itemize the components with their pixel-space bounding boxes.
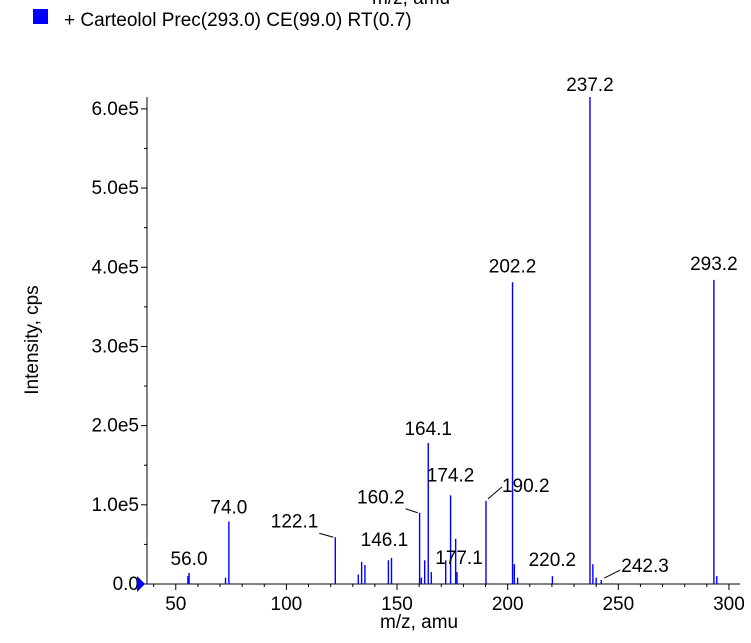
- peak-label: 122.1: [271, 511, 319, 532]
- y-tick-label: 4.0e5: [91, 257, 139, 278]
- y-tick-label: 1.0e5: [91, 495, 139, 516]
- x-axis-title: m/z, amu: [380, 612, 459, 633]
- peak-label: 164.1: [404, 419, 452, 440]
- peak-label: 160.2: [357, 488, 405, 509]
- peak-label-leader: [604, 569, 621, 579]
- clipped-top-axis-title: m/z, amu: [372, 0, 450, 10]
- peak-label: 174.2: [427, 465, 475, 486]
- peak-label: 177.1: [435, 548, 483, 569]
- x-tick-label: 250: [602, 594, 634, 615]
- x-tick-label: 200: [492, 594, 524, 615]
- peak-label: 202.2: [489, 256, 537, 277]
- x-tick-label: 300: [713, 594, 745, 615]
- y-tick-label: 0.0: [113, 574, 139, 595]
- peak-label-leader: [319, 532, 334, 538]
- peak-label-leader: [487, 486, 503, 500]
- baseline-marker: [137, 576, 145, 592]
- peak-label: 293.2: [690, 254, 738, 275]
- y-tick-label: 3.0e5: [91, 336, 139, 357]
- peak-label: 74.0: [210, 497, 247, 518]
- peak-label: 242.3: [621, 556, 669, 577]
- peak-label: 190.2: [502, 476, 550, 497]
- x-tick-label: 150: [381, 594, 413, 615]
- x-tick-label: 50: [165, 594, 186, 615]
- peak-label: 56.0: [171, 549, 208, 570]
- peak-label: 237.2: [566, 75, 614, 96]
- x-tick-label: 100: [271, 594, 303, 615]
- y-tick-label: 6.0e5: [91, 99, 139, 120]
- legend-swatch: [33, 9, 48, 24]
- y-tick-label: 5.0e5: [91, 178, 139, 199]
- legend-label: + Carteolol Prec(293.0) CE(99.0) RT(0.7): [64, 10, 412, 31]
- y-tick-label: 2.0e5: [91, 416, 139, 437]
- peak-label: 146.1: [361, 530, 409, 551]
- peak-label: 220.2: [529, 550, 577, 571]
- peak-label-leader: [405, 508, 418, 514]
